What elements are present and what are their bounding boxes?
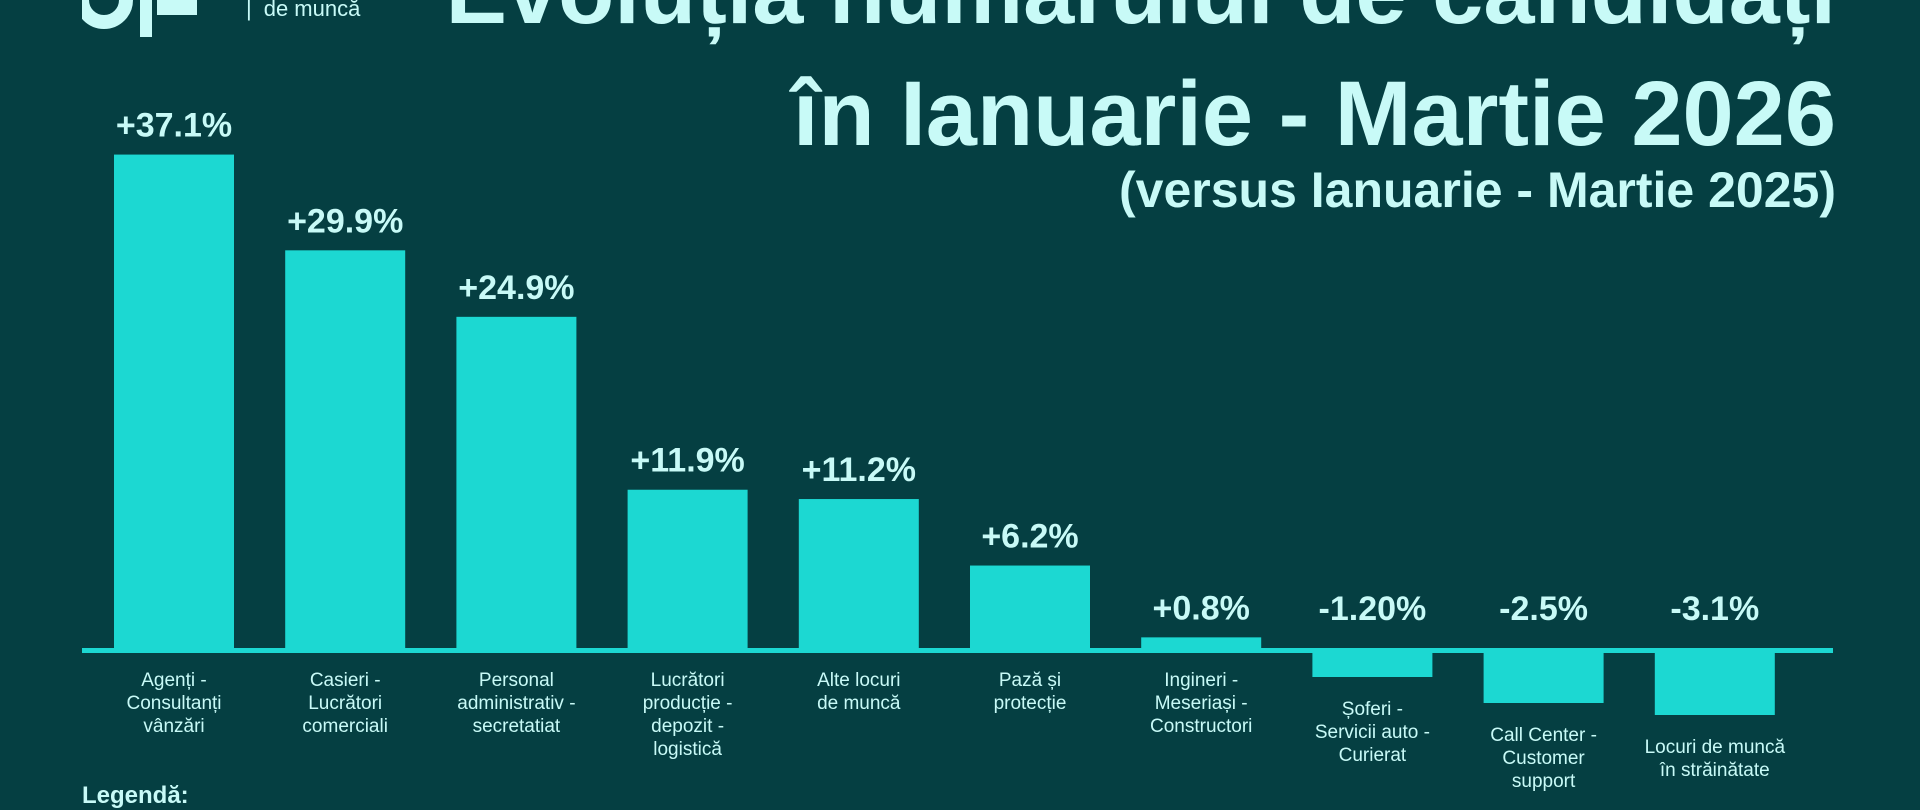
category-label: secretatiat — [473, 716, 561, 737]
category-label: protecție — [994, 693, 1067, 714]
value-label: -3.1% — [1670, 590, 1759, 628]
bar — [798, 499, 919, 648]
category-label: de muncă — [817, 693, 901, 714]
bar — [285, 250, 406, 648]
category-label: Locuri de muncă — [1645, 737, 1786, 758]
category-label: Personal — [479, 670, 554, 691]
category-label: Call Center - — [1490, 725, 1597, 746]
category-label: Customer — [1502, 748, 1585, 769]
logo-text: | de muncă — [246, 0, 360, 22]
category-label: Ingineri - — [1164, 670, 1238, 691]
category-label: depozit - — [651, 716, 724, 737]
value-label: +0.8% — [1153, 589, 1250, 627]
title-line-2: în Ianuarie - Martie 2026 — [792, 63, 1836, 165]
category-label: producție - — [643, 693, 733, 714]
category-label: Alte locuri — [817, 670, 900, 691]
value-label: +29.9% — [287, 202, 403, 240]
bar — [114, 154, 234, 648]
category-label: Pază și — [999, 670, 1061, 691]
value-label: +24.9% — [458, 269, 574, 307]
bar — [456, 316, 577, 648]
value-label: +11.9% — [630, 442, 744, 480]
bar — [627, 489, 748, 648]
bar — [970, 565, 1090, 648]
category-label: Servicii auto - — [1315, 722, 1430, 743]
category-label: support — [1512, 771, 1576, 792]
category-label: Lucrători — [651, 670, 725, 691]
bar — [1483, 653, 1604, 703]
category-label: comerciali — [302, 716, 388, 737]
value-label: +37.1% — [116, 107, 232, 145]
value-label: -2.5% — [1499, 590, 1588, 628]
legend-label: Legendă: — [82, 782, 189, 809]
bar — [1141, 637, 1262, 648]
logo — [75, 0, 202, 38]
category-label: Consultanți — [126, 693, 221, 714]
logo-label: de muncă — [263, 0, 361, 21]
category-label: Constructori — [1150, 716, 1252, 737]
category-label: Lucrători — [308, 693, 382, 714]
category-label: Agenți - — [141, 670, 206, 691]
category-label: Meseriași - — [1155, 693, 1248, 714]
value-label: +6.2% — [981, 518, 1078, 556]
category-label: Casieri - — [310, 670, 381, 691]
subtitle: (versus Ianuarie - Martie 2025) — [1119, 162, 1836, 218]
category-label: logistică — [653, 739, 722, 760]
x-axis-line — [82, 648, 1833, 653]
value-label: -1.20% — [1319, 590, 1427, 628]
category-label: administrativ - — [457, 693, 575, 714]
logo-mark-icon — [75, 0, 197, 37]
bar — [1654, 653, 1775, 715]
title-line-1: Evoluția numărului de candidați — [446, 0, 1836, 42]
category-label: Curierat — [1339, 745, 1407, 766]
category-label: în străinătate — [1659, 760, 1770, 781]
bar — [1312, 653, 1433, 677]
value-label: +11.2% — [802, 451, 916, 489]
category-label: Șoferi - — [1342, 699, 1403, 720]
category-label: vânzări — [143, 716, 204, 737]
